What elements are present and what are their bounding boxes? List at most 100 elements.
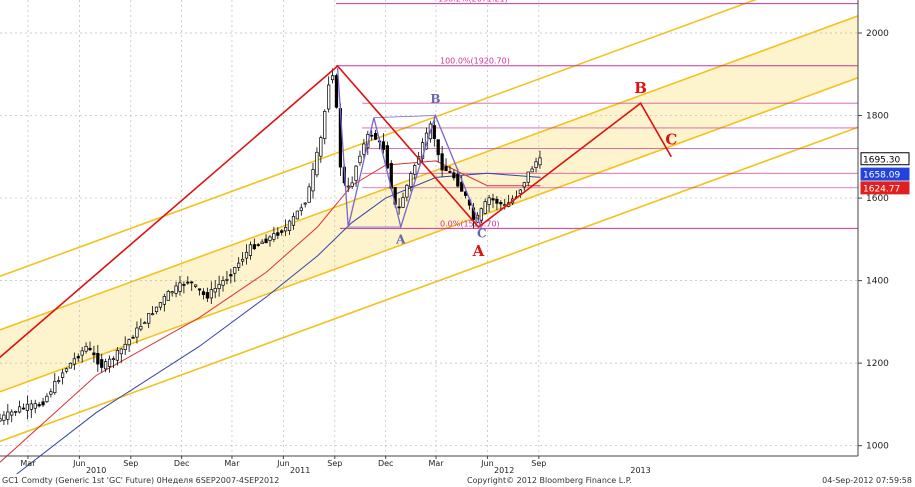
candle-body [186,281,190,284]
candle-body [522,182,526,188]
candle-body [170,291,174,294]
pattern-label-a: A [395,232,406,246]
y-tick-label: 2000 [866,29,889,39]
candle-body [374,132,378,140]
candle-body [37,404,41,407]
candle-body [409,173,413,188]
candle-body [139,325,143,330]
candle-body [205,292,209,299]
candle-body [252,244,256,250]
price-tag-label: 1624.77 [863,184,900,194]
price-tag-label: 1658.09 [863,171,900,181]
candle-body [127,339,131,346]
footer-timestamp: 04-Sep-2012 07:59:58 [822,476,912,485]
footer-instrument: GC1 Comdty (Generic 1st 'GC' Future) 0Не… [2,476,280,485]
candle-body [237,262,241,268]
candle-body [538,157,542,166]
candle-body [358,155,362,164]
candle-body [327,84,331,110]
candle-body [64,368,69,372]
candle-body [256,244,260,246]
candle-body [456,173,460,187]
candle-body [76,356,80,359]
candle-body [225,278,229,281]
x-tick-label: Dec [174,459,189,468]
candle-body [495,198,499,204]
candle-body [432,125,436,139]
candle-body [57,380,61,383]
candle-body [197,288,202,291]
pattern-line-purple [336,68,483,230]
candle-body [229,274,233,277]
candle-body [354,165,358,181]
candle-body [303,202,307,205]
candle-body [190,281,194,284]
candle-body [483,201,487,214]
candle-body [209,289,213,299]
candle-body [381,141,386,150]
moving-average-short [0,160,541,463]
price-tag [860,152,910,166]
candle-body [401,197,405,208]
candle-body [264,238,268,244]
candle-body [323,111,327,139]
x-year-label: 2012 [494,466,514,474]
candle-body [518,189,522,194]
candle-body [158,302,163,308]
candle-body [25,403,29,411]
candle-body [307,186,311,203]
candle-body [491,198,495,201]
candle-body [104,361,108,370]
candle-body [334,75,339,108]
candle-body [194,284,198,287]
x-tick-label: Jun [72,459,86,468]
pattern-top-purple [373,115,436,118]
candle-body [17,406,22,413]
candle-body [201,291,206,295]
fibonacci-label: 0.0%(1526.70) [440,219,500,228]
candle-body [100,359,104,368]
footer-copyright: Copyright© 2012 Bloomberg Finance L.P. [467,476,632,485]
x-tick-label: Sep [123,459,138,468]
candle-body [460,181,464,192]
candle-body [150,313,155,316]
candle-body [452,172,456,179]
candle-body [534,161,538,168]
candle-body [244,251,249,259]
y-tick-label: 1000 [866,442,889,452]
candle-body [330,75,335,81]
pattern-line-red [0,64,672,359]
x-tick-label: Mar [20,459,36,468]
candle-body [115,349,119,361]
candle-body [319,137,323,157]
candle-body [49,391,53,395]
candle-body [14,410,18,413]
candle-body [221,280,225,286]
x-tick-label: Dec [378,459,393,468]
candle-body [291,215,296,226]
x-tick-label: Mar [224,459,240,468]
channel-line-2 [0,15,859,331]
candle-body [178,282,182,292]
candle-body [29,403,33,410]
moving-average-long [15,172,541,474]
candle-body [96,352,100,365]
candle-body [10,411,14,416]
candle-body [80,350,84,356]
candle-body [174,285,178,294]
candle-body [385,145,389,169]
candle-body [60,372,65,378]
candle-body [143,322,147,325]
chart-footer: GC1 Comdty (Generic 1st 'GC' Future) 0Не… [0,474,915,487]
candles [0,68,542,426]
candle-body [444,166,448,172]
candle-body [276,232,280,236]
candle-body [68,362,73,369]
candle-body [479,208,483,221]
candle-body [72,358,76,365]
candle-body [213,287,217,293]
pattern-label-b: B [634,79,647,97]
channel-line-3 [0,76,859,393]
candle-body [287,220,292,231]
pattern-label-b: B [430,92,440,106]
